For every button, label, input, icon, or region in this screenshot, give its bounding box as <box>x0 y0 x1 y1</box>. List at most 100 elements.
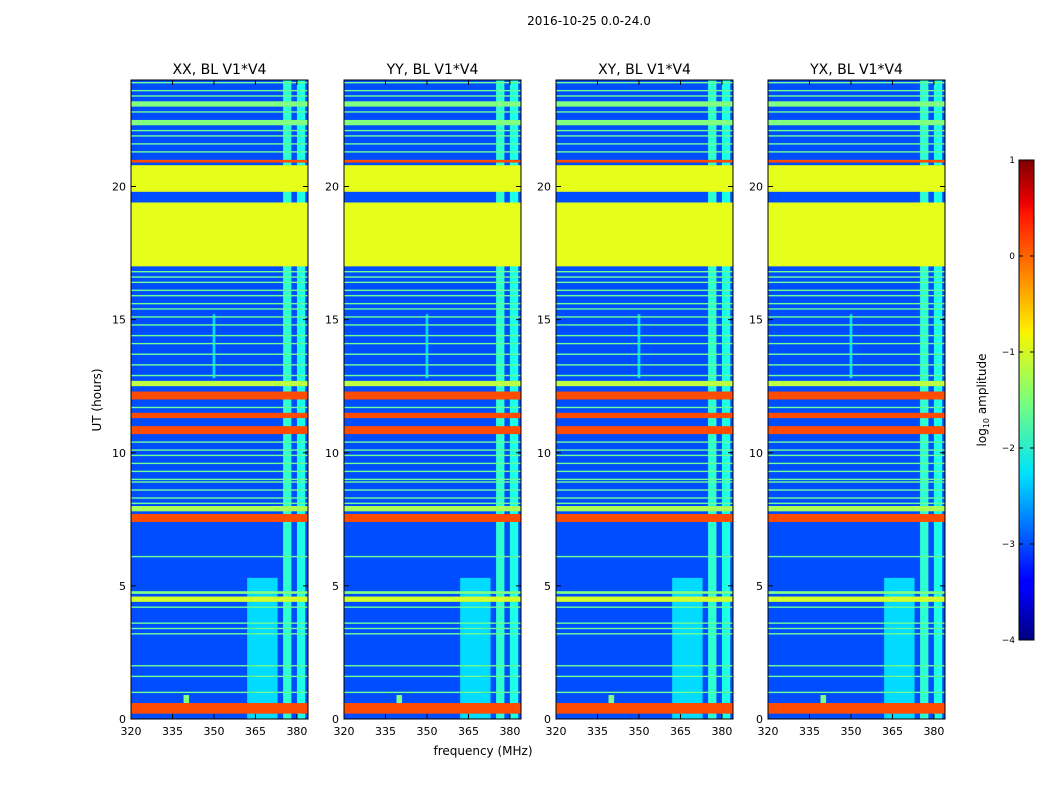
time-line <box>556 302 733 305</box>
time-line <box>768 111 945 113</box>
figure-title: 2016-10-25 0.0-24.0 <box>527 14 651 28</box>
time-segment <box>344 101 521 107</box>
time-line <box>768 302 945 305</box>
time-line <box>131 364 308 366</box>
time-line <box>556 271 733 273</box>
time-segment <box>344 426 521 435</box>
time-line <box>131 324 308 326</box>
time-line <box>556 324 733 326</box>
time-line <box>556 675 733 678</box>
time-line <box>131 143 308 145</box>
time-line <box>131 81 308 84</box>
time-line <box>344 406 521 409</box>
y-tick-label: 0 <box>756 713 763 726</box>
time-segment <box>131 119 308 126</box>
time-line <box>344 342 521 345</box>
time-line <box>131 665 308 667</box>
time-line <box>131 481 308 483</box>
colorbar-tick-label: −2 <box>1002 444 1015 454</box>
time-segment <box>768 591 945 594</box>
time-segment <box>768 391 945 400</box>
time-line <box>131 342 308 345</box>
panel-title: YX, BL V1*V4 <box>809 62 903 78</box>
time-line <box>768 271 945 273</box>
time-line <box>768 462 945 465</box>
time-segment <box>556 391 733 400</box>
y-tick-label: 0 <box>119 713 126 726</box>
time-line <box>768 555 945 558</box>
time-line <box>556 129 733 132</box>
time-line <box>131 441 308 443</box>
y-tick-label: 5 <box>756 580 763 593</box>
time-segment <box>131 596 308 602</box>
y-tick-label: 15 <box>325 314 339 327</box>
spectrogram <box>768 80 945 719</box>
time-segment <box>768 101 945 107</box>
colorbar-tick-label: −1 <box>1002 348 1015 358</box>
time-line <box>556 462 733 465</box>
time-line <box>131 374 308 377</box>
time-segment <box>556 513 733 522</box>
x-axis-label: frequency (MHz) <box>433 744 532 758</box>
time-line <box>344 289 521 292</box>
y-tick-label: 10 <box>537 447 551 460</box>
time-line <box>131 271 308 273</box>
time-line <box>556 470 733 473</box>
time-line <box>768 135 945 137</box>
time-line <box>344 143 521 145</box>
x-tick-label: 335 <box>587 725 608 738</box>
time-segment <box>556 165 733 192</box>
time-line <box>131 470 308 473</box>
time-segment <box>768 513 945 522</box>
time-line <box>768 294 945 297</box>
time-line <box>131 135 308 137</box>
freq-feature <box>849 314 853 379</box>
time-line <box>768 633 945 635</box>
x-tick-label: 365 <box>882 725 903 738</box>
panel-3: XY, BL V1*V4 320 335 350 365 380 0 5 10 15 20 <box>537 62 734 738</box>
time-line <box>131 691 308 694</box>
time-line <box>344 89 521 92</box>
time-segment <box>768 596 945 602</box>
time-line <box>768 449 945 451</box>
time-line <box>768 691 945 694</box>
time-line <box>768 316 945 318</box>
time-line <box>344 294 521 297</box>
x-tick-label: 350 <box>416 725 437 738</box>
time-line <box>768 81 945 84</box>
time-line <box>556 627 733 630</box>
time-line <box>556 555 733 558</box>
time-line <box>768 489 945 491</box>
time-line <box>344 470 521 473</box>
time-line <box>556 353 733 355</box>
time-line <box>344 302 521 305</box>
time-line <box>344 441 521 443</box>
time-line <box>768 441 945 443</box>
time-line <box>131 294 308 297</box>
time-line <box>556 111 733 113</box>
time-line <box>344 353 521 355</box>
time-line <box>344 606 521 608</box>
time-line <box>344 622 521 624</box>
time-segment <box>556 591 733 594</box>
freq-feature <box>820 695 827 704</box>
x-tick-label: 320 <box>546 725 567 738</box>
freq-feature <box>183 695 190 704</box>
time-line <box>131 675 308 678</box>
time-line <box>556 294 733 297</box>
time-segment <box>556 119 733 126</box>
x-tick-label: 335 <box>375 725 396 738</box>
time-segment <box>768 703 945 714</box>
time-line <box>344 276 521 278</box>
time-segment <box>131 165 308 192</box>
time-line <box>768 406 945 409</box>
freq-feature <box>637 314 641 379</box>
colorbar-label-suffix: amplitude <box>975 354 989 418</box>
colorbar: 10−1−2−3−4 log10 amplitude <box>975 156 1035 646</box>
x-tick-label: 335 <box>799 725 820 738</box>
time-segment <box>556 426 733 435</box>
time-line <box>131 633 308 635</box>
x-tick-label: 365 <box>670 725 691 738</box>
x-tick-label: 365 <box>458 725 479 738</box>
